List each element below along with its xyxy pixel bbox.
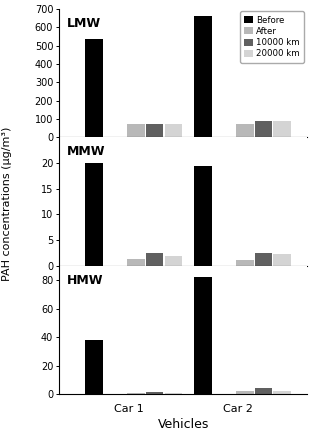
Bar bbox=[255, 121, 272, 137]
Bar bbox=[146, 124, 163, 137]
Bar bbox=[194, 277, 212, 394]
Legend: Before, After, 10000 km, 20000 km: Before, After, 10000 km, 20000 km bbox=[240, 12, 304, 62]
Bar bbox=[236, 124, 254, 137]
Bar bbox=[194, 16, 212, 137]
Bar bbox=[165, 393, 182, 394]
Bar bbox=[85, 340, 103, 394]
Bar bbox=[194, 166, 212, 266]
Bar bbox=[165, 124, 182, 137]
Text: PAH concentrations (μg/m³): PAH concentrations (μg/m³) bbox=[2, 127, 12, 281]
Text: LMW: LMW bbox=[67, 16, 101, 30]
Bar bbox=[85, 163, 103, 266]
Bar bbox=[236, 260, 254, 266]
Bar bbox=[85, 39, 103, 137]
Bar bbox=[127, 393, 145, 394]
Text: HMW: HMW bbox=[67, 273, 103, 287]
Bar bbox=[236, 391, 254, 394]
Bar bbox=[165, 256, 182, 266]
Bar bbox=[255, 253, 272, 266]
Bar bbox=[146, 253, 163, 266]
Bar bbox=[273, 121, 291, 137]
Bar bbox=[127, 124, 145, 137]
Text: MMW: MMW bbox=[67, 145, 105, 158]
Bar bbox=[146, 392, 163, 394]
Bar bbox=[273, 254, 291, 266]
Bar bbox=[127, 259, 145, 266]
Bar bbox=[273, 391, 291, 394]
Bar bbox=[255, 388, 272, 394]
X-axis label: Vehicles: Vehicles bbox=[157, 418, 209, 431]
